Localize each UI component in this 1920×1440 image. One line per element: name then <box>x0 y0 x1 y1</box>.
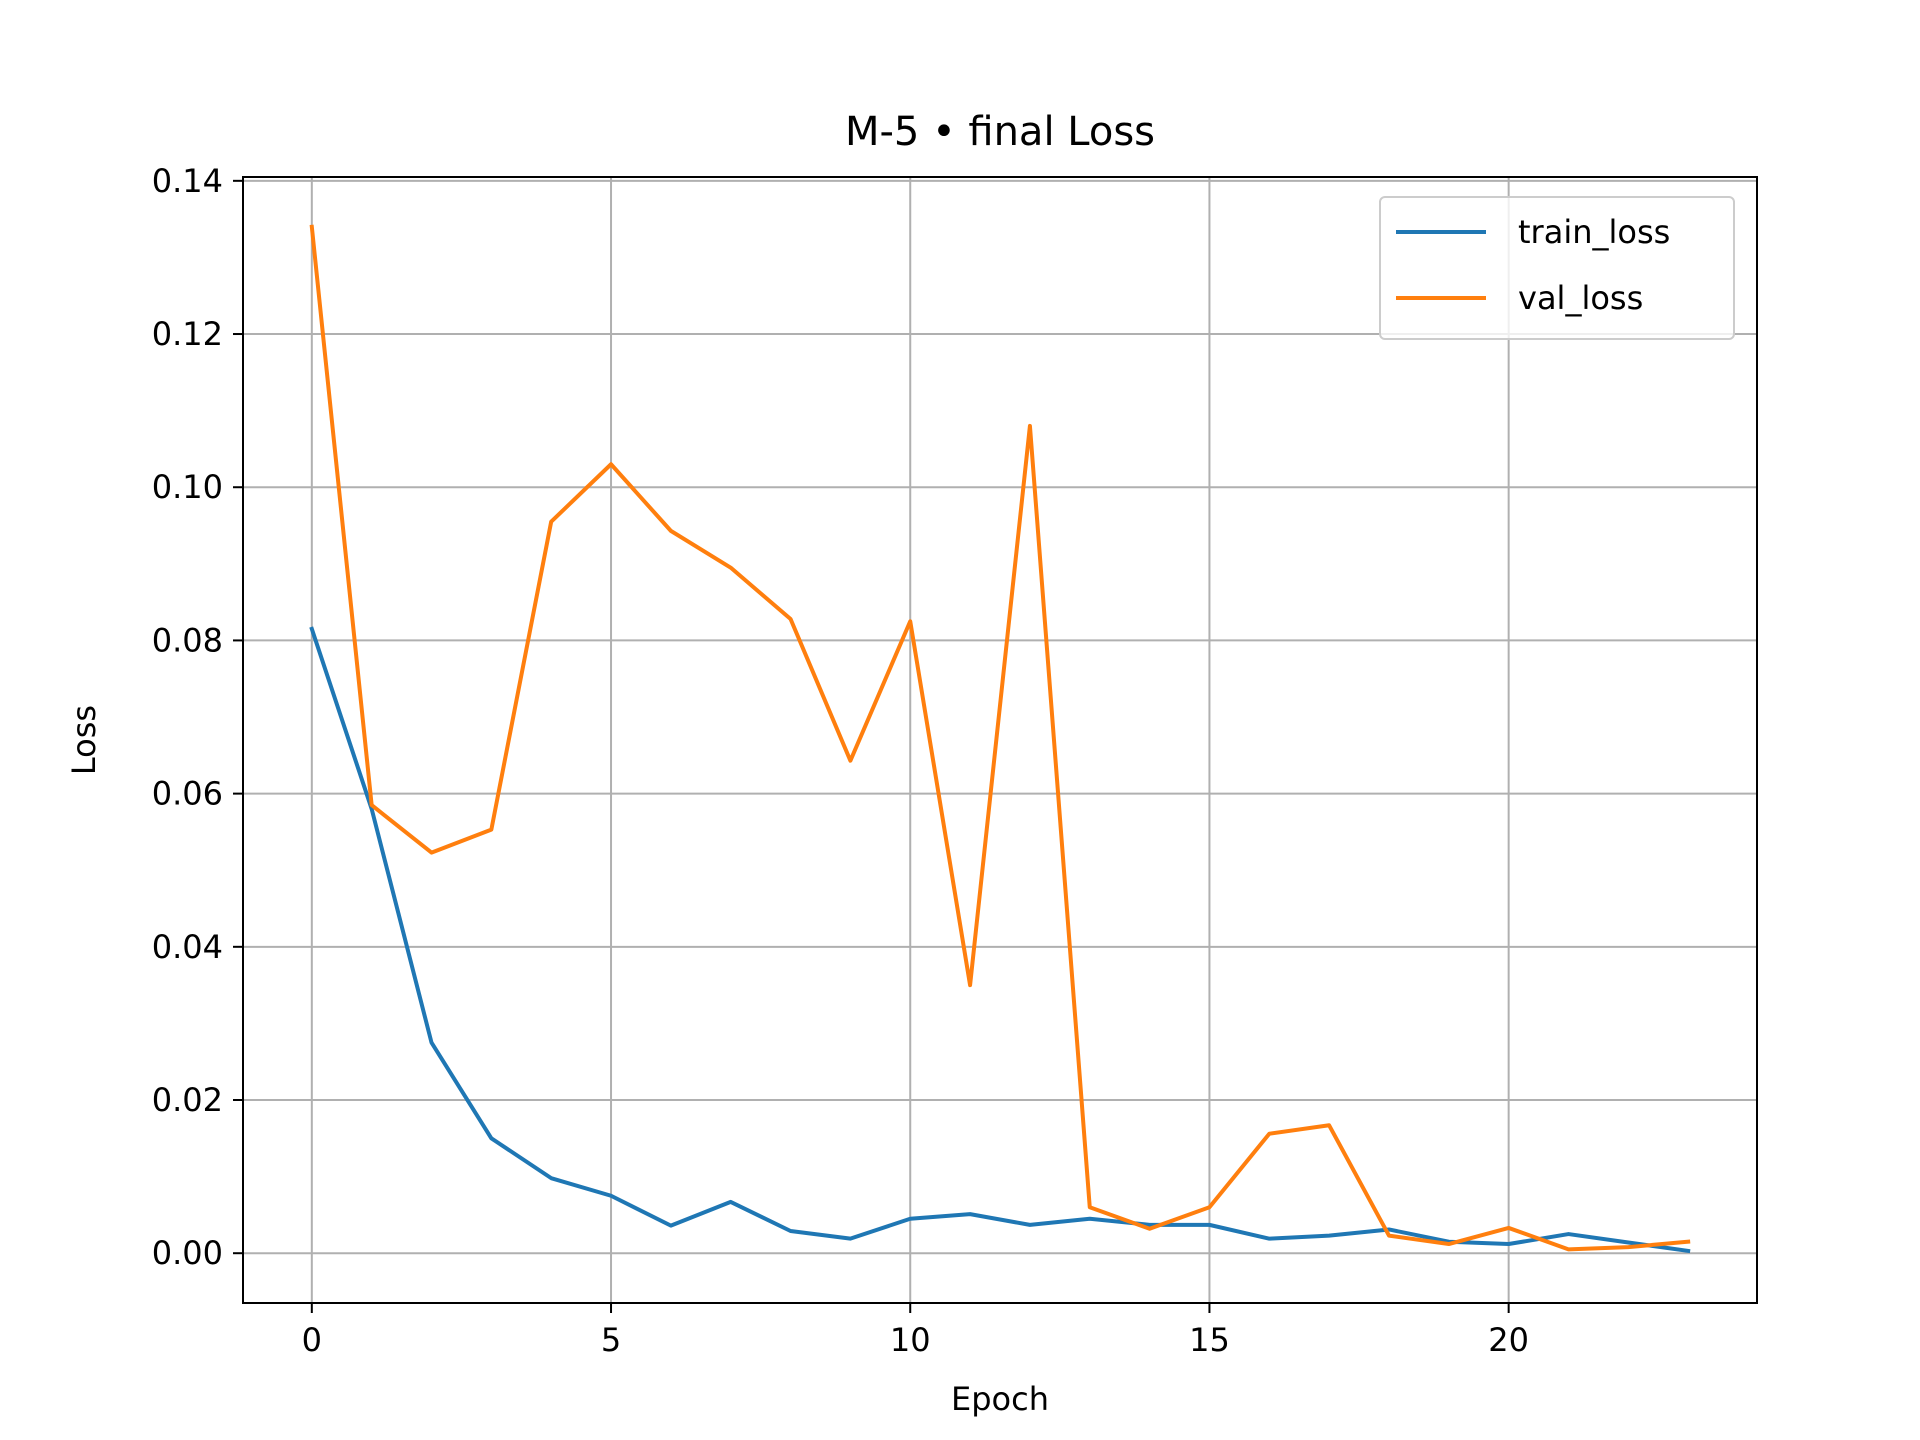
y-tick-label: 0.12 <box>152 315 223 353</box>
y-tick-label: 0.14 <box>152 162 223 200</box>
y-tick-label: 0.08 <box>152 621 223 659</box>
y-axis-label: Loss <box>65 705 103 775</box>
series-line-val-loss <box>309 224 1691 1252</box>
y-tick-label: 0.02 <box>152 1081 223 1119</box>
x-axis-label: Epoch <box>951 1380 1049 1418</box>
grid <box>243 177 1757 1303</box>
ticks: 0 5 10 15 20 0.00 0.02 0.04 0.06 0.08 0.10 0.12 0.14 <box>152 162 1529 1359</box>
plot-frame <box>242 176 1758 1304</box>
y-tick-label: 0.06 <box>152 775 223 813</box>
legend-label-train-loss: train_loss <box>1518 213 1670 251</box>
x-tick-label: 15 <box>1189 1321 1230 1359</box>
y-tick-label: 0.04 <box>152 928 223 966</box>
chart-title: M-5 • final Loss <box>845 109 1155 155</box>
legend: train_loss val_loss <box>1379 196 1735 340</box>
y-tick-label: 0.00 <box>152 1234 223 1272</box>
x-tick-label: 0 <box>302 1321 322 1359</box>
x-tick-label: 10 <box>890 1321 931 1359</box>
x-tick-label: 20 <box>1488 1321 1529 1359</box>
series-layer <box>309 224 1691 1254</box>
legend-label-val-loss: val_loss <box>1518 279 1643 317</box>
y-tick-label: 0.10 <box>152 468 223 506</box>
x-tick-label: 5 <box>601 1321 621 1359</box>
